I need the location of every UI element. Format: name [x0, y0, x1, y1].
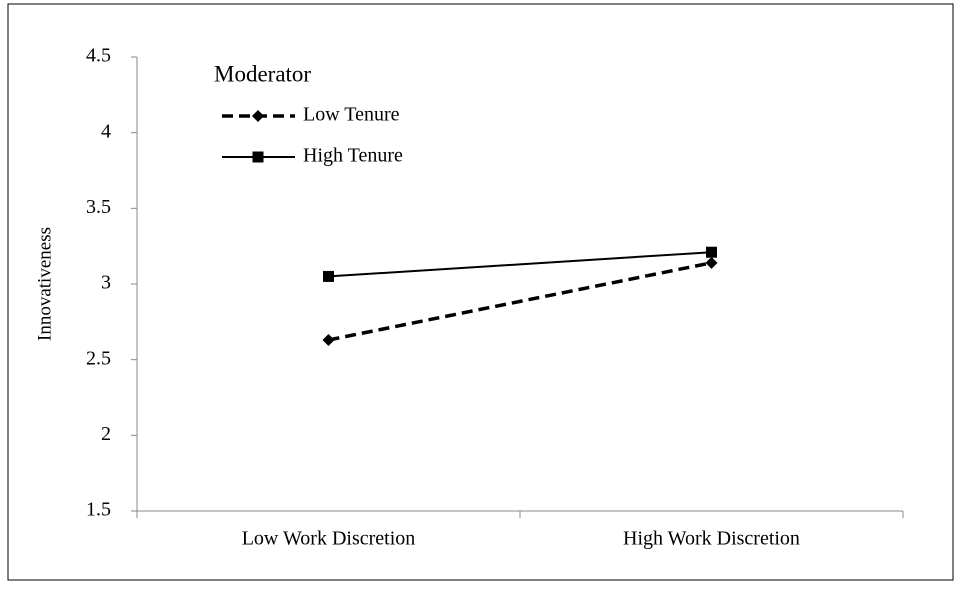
- data-point: [705, 256, 718, 269]
- y-tick-label: 1.5: [86, 499, 111, 521]
- y-axis-label: Innovativeness: [34, 227, 55, 341]
- chart-border: [7, 3, 954, 581]
- legend-title: Moderator: [214, 61, 311, 86]
- legend-label: Low Tenure: [303, 104, 400, 126]
- legend-marker: [252, 110, 264, 122]
- legend-label: High Tenure: [303, 145, 403, 167]
- series-line: [328, 261, 712, 342]
- y-tick-label: 4.5: [86, 45, 111, 67]
- y-tick-label: 3: [101, 272, 111, 294]
- y-tick-label: 4: [101, 120, 111, 142]
- x-tick-label: Low Work Discretion: [242, 528, 416, 550]
- y-tick-label: 3.5: [86, 196, 111, 218]
- series-line: [328, 251, 712, 278]
- data-point: [706, 246, 717, 258]
- data-point: [322, 333, 335, 346]
- y-tick-label: 2.5: [86, 347, 111, 369]
- data-point: [323, 270, 334, 282]
- y-tick-label: 2: [101, 423, 111, 445]
- x-tick-label: High Work Discretion: [623, 528, 800, 550]
- legend-marker: [252, 151, 264, 163]
